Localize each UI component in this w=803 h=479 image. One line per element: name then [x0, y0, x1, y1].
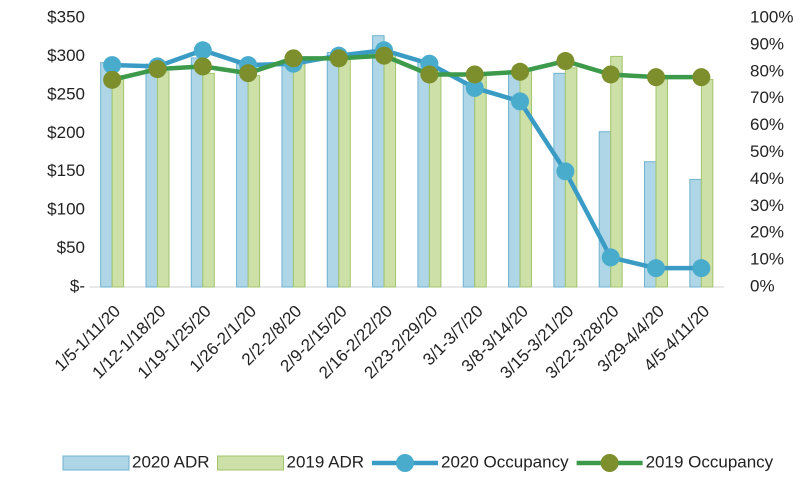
- bar: [281, 59, 294, 288]
- marker: [556, 52, 575, 71]
- y2-tick-label: 40%: [750, 169, 784, 188]
- legend-label: 2019 ADR: [287, 452, 365, 471]
- bar: [156, 71, 170, 288]
- marker: [465, 65, 484, 84]
- y-tick-label: $100: [47, 200, 85, 219]
- legend-swatch: [62, 455, 130, 471]
- y-tick-label: $350: [47, 7, 85, 26]
- y-tick-label: $50: [57, 238, 85, 257]
- legend-label: 2020 Occupancy: [441, 452, 569, 471]
- y-tick-label: $200: [47, 123, 85, 142]
- bar: [610, 55, 623, 288]
- bar: [417, 61, 430, 288]
- legend-label: 2020 ADR: [132, 452, 210, 471]
- bar: [247, 75, 261, 288]
- marker: [148, 60, 167, 79]
- marker: [647, 68, 666, 87]
- marker: [420, 65, 439, 84]
- bar: [292, 63, 306, 288]
- y2-tick-label: 90%: [750, 34, 784, 53]
- bar: [700, 78, 714, 288]
- marker: [239, 64, 258, 83]
- bar: [100, 62, 113, 288]
- y-tick-label: $250: [47, 84, 85, 103]
- bar: [553, 72, 566, 288]
- y2-tick-label: 100%: [750, 7, 793, 26]
- bar: [338, 55, 351, 288]
- y2-tick-label: 0%: [750, 276, 775, 295]
- marker: [103, 70, 122, 89]
- y2-tick-label: 80%: [750, 61, 784, 80]
- bar: [326, 52, 340, 288]
- marker: [601, 65, 620, 84]
- legend-label: 2019 Occupancy: [646, 452, 774, 471]
- legend-swatch: [217, 455, 284, 471]
- marker: [329, 49, 348, 68]
- y-tick-label: $300: [47, 46, 85, 65]
- bar: [474, 73, 487, 288]
- y2-tick-label: 50%: [750, 142, 784, 161]
- legend-marker: [396, 454, 414, 472]
- marker: [556, 162, 575, 181]
- legend-marker: [600, 454, 619, 472]
- bar: [202, 72, 215, 288]
- marker: [465, 78, 484, 97]
- y2-tick-label: 10%: [750, 250, 784, 269]
- y2-tick-label: 20%: [750, 223, 784, 242]
- legend: 2020 ADR 2019 ADR 2020 Occupancy 2019 Occup…: [62, 452, 774, 472]
- marker: [511, 92, 530, 111]
- marker: [375, 46, 394, 65]
- bar: [236, 63, 249, 288]
- y2-tick-label: 70%: [750, 88, 784, 107]
- marker: [647, 259, 666, 278]
- bar: [145, 63, 158, 288]
- bar: [111, 75, 125, 288]
- y-tick-label: $-: [70, 276, 85, 295]
- marker: [193, 41, 212, 60]
- bar: [383, 52, 397, 288]
- marker: [284, 49, 303, 68]
- marker: [601, 248, 620, 267]
- y2-tick-label: 60%: [750, 115, 784, 134]
- bar: [190, 57, 204, 288]
- marker: [692, 259, 711, 278]
- marker: [193, 57, 212, 76]
- bar: [655, 75, 669, 288]
- marker: [692, 68, 711, 87]
- bar: [428, 69, 442, 288]
- y-tick-label: $150: [47, 161, 85, 180]
- bar: [372, 35, 385, 288]
- marker: [103, 56, 122, 75]
- bar: [462, 82, 476, 288]
- marker: [511, 62, 530, 81]
- y2-tick-label: 30%: [750, 196, 784, 215]
